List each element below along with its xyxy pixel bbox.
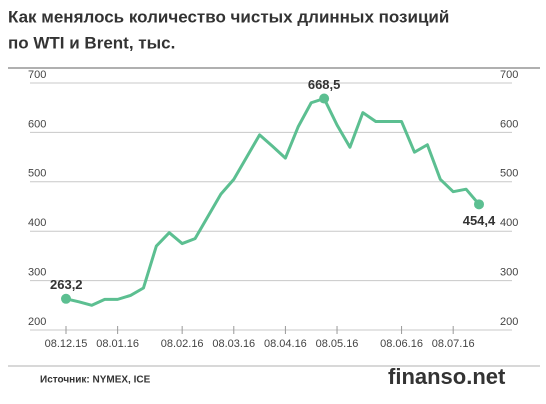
y-tick-label: 500 xyxy=(28,168,46,180)
y-tick-label-right: 200 xyxy=(500,316,518,328)
watermark: finanso.net xyxy=(388,364,506,389)
y-tick-label-right: 400 xyxy=(500,217,518,229)
source: Источник: NYMEX, ICE xyxy=(40,375,151,386)
chart-title: Как менялось количество чистых длинных п… xyxy=(8,7,449,26)
data-label: 263,2 xyxy=(50,277,83,292)
x-tick-label: 08.07.16 xyxy=(432,338,475,350)
x-tick-label: 08.06.16 xyxy=(380,338,423,350)
data-label: 454,4 xyxy=(463,213,496,228)
y-tick-label-right: 500 xyxy=(500,168,518,180)
y-tick-label: 300 xyxy=(28,267,46,279)
x-tick-label: 08.12.15 xyxy=(45,338,88,350)
y-tick-label: 400 xyxy=(28,217,46,229)
x-tick-label: 08.02.16 xyxy=(161,338,204,350)
x-tick-label: 08.03.16 xyxy=(212,338,255,350)
y-tick-label-right: 700 xyxy=(500,69,518,81)
marker xyxy=(61,293,71,304)
marker xyxy=(319,93,330,104)
y-tick-label-right: 600 xyxy=(500,118,518,130)
y-tick-label: 600 xyxy=(28,118,46,130)
marker xyxy=(474,199,484,210)
x-tick-label: 08.04.16 xyxy=(264,338,307,350)
chart-title: по WTI и Brent, тыс. xyxy=(8,33,175,52)
x-tick-label: 08.01.16 xyxy=(96,338,139,350)
data-label: 668,5 xyxy=(308,77,341,92)
y-tick-label: 700 xyxy=(28,69,46,81)
x-tick-label: 08.05.16 xyxy=(316,338,359,350)
y-tick-label: 200 xyxy=(28,316,46,328)
y-tick-label-right: 300 xyxy=(500,267,518,279)
line xyxy=(65,97,481,307)
